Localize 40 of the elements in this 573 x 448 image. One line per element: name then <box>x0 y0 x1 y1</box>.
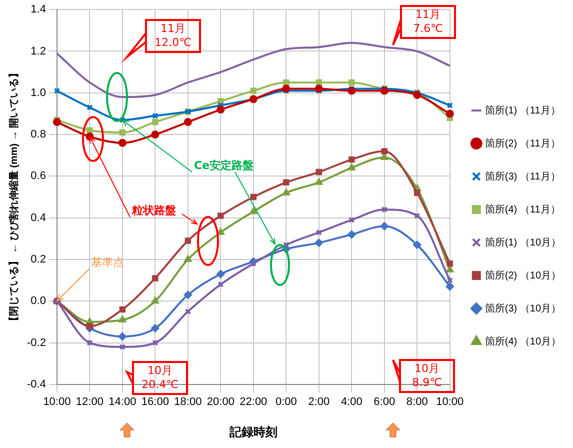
y-tick-label: -0.2 <box>26 336 46 349</box>
annotation: 11月 12.0℃ <box>154 22 192 49</box>
x-tick-label: 16:00 <box>141 396 169 408</box>
legend-label: 箇所(3) （10月） <box>484 302 561 314</box>
x-tick-label: 6:00 <box>374 396 396 408</box>
legend-label: 箇所(2) （11月） <box>484 137 560 150</box>
legend-label: 箇所(1) （11月） <box>484 104 560 116</box>
annotation: 10月 8.9℃ <box>412 362 442 389</box>
y-tick-label: 0.2 <box>30 254 46 266</box>
x-tick-label: 18:00 <box>174 396 202 408</box>
legend-label: 箇所(3) （11月） <box>484 170 560 182</box>
legend-label: 箇所(1) （10月） <box>484 236 561 248</box>
annotation: 10月 20.4℃ <box>142 364 178 391</box>
x-tick-label: 12:00 <box>76 396 104 408</box>
y-tick-label: 0.4 <box>30 212 46 224</box>
annotation: 粒状路盤 <box>131 204 176 217</box>
y-tick-label: 1.4 <box>30 4 46 16</box>
legend-label: 箇所(4) （10月） <box>484 335 561 348</box>
y-tick-label: 0.0 <box>30 295 46 308</box>
x-tick-label: 8:00 <box>406 396 428 408</box>
x-tick-label: 4:00 <box>340 396 362 408</box>
x-tick-label: 0:00 <box>275 396 297 408</box>
x-axis-title: 記録時刻 <box>228 425 278 440</box>
x-tick-label: 10:00 <box>43 396 71 408</box>
x-tick-label: 2:00 <box>308 396 330 408</box>
annotation: Ce安定路盤 <box>194 158 254 172</box>
y-tick-label: 0.6 <box>30 170 46 182</box>
x-tick-label: 22:00 <box>240 396 268 408</box>
y-tick-label: 1.0 <box>30 86 46 99</box>
x-tick-label: 10:00 <box>436 396 464 408</box>
annotation: 基準点 <box>90 256 124 269</box>
x-tick-label: 14:00 <box>108 396 136 408</box>
y-axis-title: 【閉じている】 ← ひび割れ伸縮量 (mm) → 開いている】 <box>8 68 20 326</box>
x-tick-label: 20:00 <box>206 396 234 408</box>
annotation: 11月 7.6℃ <box>413 8 443 35</box>
y-tick-label: -0.4 <box>26 378 46 390</box>
y-tick-label: 0.8 <box>30 128 46 141</box>
y-tick-label: 1.2 <box>30 45 46 58</box>
legend-label: 箇所(4) （11月） <box>484 203 560 216</box>
legend-label: 箇所(2) （10月） <box>484 269 561 282</box>
